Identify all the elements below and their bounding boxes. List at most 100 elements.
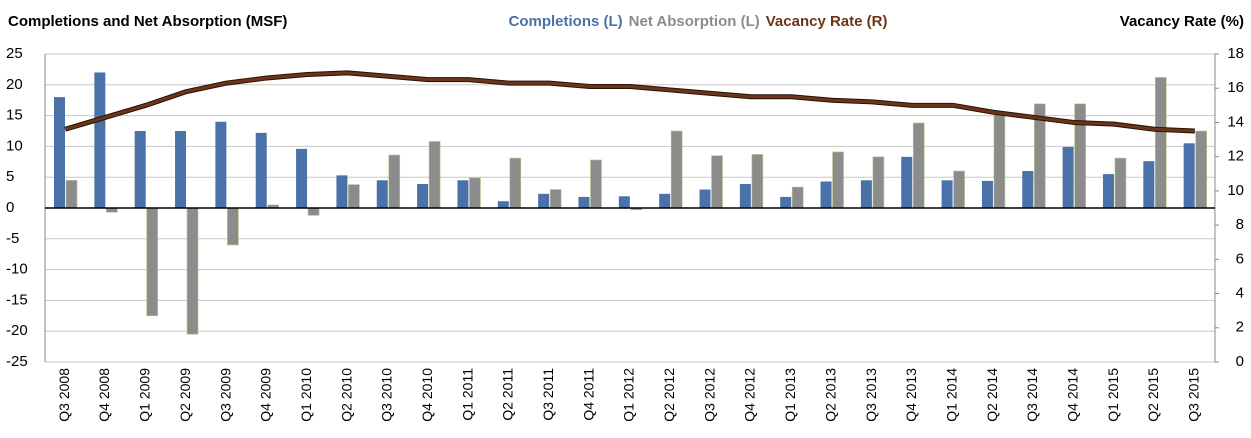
bar [186,207,199,335]
x-tick-label: Q3 2013 [863,368,879,422]
bar [307,207,320,216]
y2-tick-label: 10 [1227,182,1244,199]
bar [54,97,65,208]
y-tick-label: -20 [6,322,28,339]
bar [417,183,429,208]
bar [912,122,925,209]
x-tick-label: Q3 2008 [56,368,72,422]
bar [872,156,885,209]
y-tick-label: 5 [6,168,14,185]
y2-tick-label: 12 [1227,148,1244,165]
bar [981,180,993,208]
x-tick-label: Q2 2012 [661,368,677,422]
bar [215,121,227,208]
bar [538,193,550,208]
line [64,71,1195,133]
bar [336,175,348,208]
x-tick-label: Q1 2013 [782,368,798,422]
legend-entry: Completions (L) [509,13,623,30]
bar [549,189,562,209]
y-tick-label: 25 [6,45,23,62]
bar [1074,103,1086,209]
bar [1143,161,1155,208]
x-tick-label: Q2 2010 [338,368,354,422]
x-tick-label: Q3 2015 [1186,368,1202,422]
bar [1062,147,1074,208]
x-tick-label: Q3 2009 [217,368,233,422]
x-tick-label: Q2 2009 [177,368,193,422]
y-tick-label: 0 [6,199,14,216]
bar [65,179,78,209]
bar [820,181,832,208]
bar [227,207,239,246]
x-tick-label: Q4 2011 [580,368,596,421]
bar [296,148,308,208]
x-tick-label: Q3 2010 [379,368,395,422]
y-tick-label: 10 [6,137,23,154]
x-tick-label: Q1 2012 [621,368,637,422]
bar [94,72,106,208]
bar [699,189,711,208]
bar [497,201,509,208]
bar [134,131,146,208]
x-tick-label: Q1 2010 [298,368,314,422]
bar [659,193,671,208]
x-tick-label: Q2 2011 [500,368,516,421]
y-tick-label: -10 [6,261,28,278]
bar [832,151,844,209]
bar [428,141,441,209]
bar [860,180,872,208]
x-tick-label: Q3 2012 [701,368,717,422]
bar [780,196,792,208]
y2-tick-label: 0 [1236,353,1244,370]
x-tick-label: Q2 2015 [1145,368,1161,422]
bar [1102,174,1114,208]
x-tick-label: Q4 2013 [903,368,919,422]
bar [509,157,522,209]
y-tick-label: -5 [6,230,19,247]
bar [255,132,267,208]
x-tick-label: Q4 2012 [742,368,758,422]
bar [457,180,469,208]
x-tick-label: Q4 2014 [1064,368,1080,422]
bar [739,183,751,208]
x-tick-label: Q2 2014 [984,368,1000,422]
y2-tick-label: 8 [1236,216,1244,233]
y2-tick-label: 16 [1227,79,1244,96]
y2-tick-label: 4 [1236,285,1244,302]
y2-tick-label: 18 [1227,45,1244,62]
y-tick-label: -15 [6,291,28,308]
bar [1155,77,1167,209]
bar [590,159,602,209]
bar [1183,143,1195,208]
bar [469,177,481,209]
bar [1022,171,1034,208]
x-tick-label: Q1 2015 [1105,368,1121,422]
bar [1114,157,1127,209]
x-tick-label: Q1 2011 [459,368,475,421]
y2-tick-label: 14 [1227,113,1244,130]
x-tick-label: Q1 2014 [943,368,959,422]
bar [791,186,804,209]
legend-entry: Net Absorption (L) [629,13,760,30]
x-tick-label: Q4 2008 [96,368,112,422]
x-tick-label: Q1 2009 [137,368,153,422]
y2-tick-label: 6 [1236,250,1244,267]
bar [993,114,1006,209]
bar [901,156,913,208]
legend-entry: Vacancy Rate (R) [766,13,888,30]
bar [146,207,158,317]
bar [711,155,723,209]
legend: Completions (L) Net Absorption (L) Vacancy… [509,13,888,30]
x-tick-label: Q4 2010 [419,368,435,422]
bar [618,196,630,208]
x-tick-label: Q2 2013 [822,368,838,422]
bar [348,184,360,209]
bar [1195,130,1207,209]
y2-tick-label: 2 [1236,319,1244,336]
bar [953,170,965,209]
y-axis-title: Completions and Net Absorption (MSF) [8,13,287,30]
x-tick-label: Q4 2009 [258,368,274,422]
bar [941,180,953,208]
